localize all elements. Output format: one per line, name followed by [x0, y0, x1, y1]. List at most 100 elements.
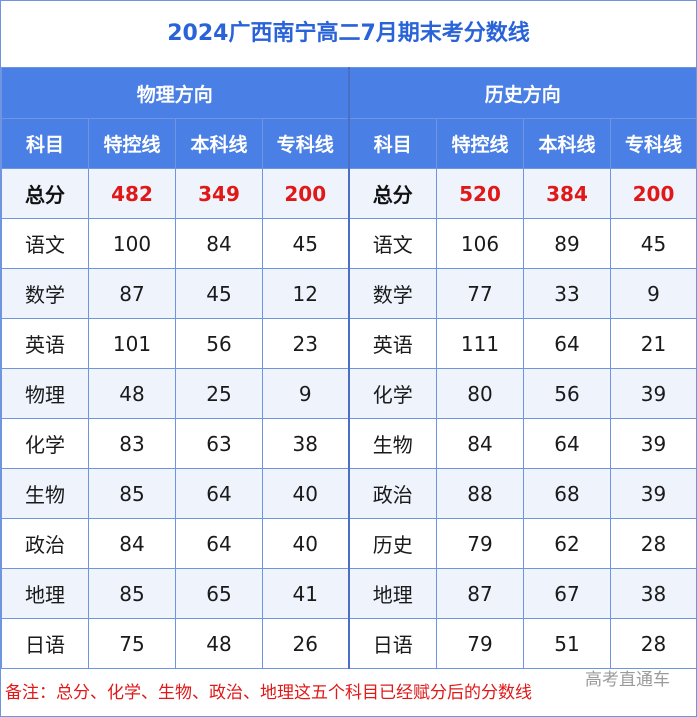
- score-table: 物理方向 历史方向 科目 特控线 本科线 专科线 科目 特控线 本科线 专科线 …: [0, 67, 697, 669]
- cell-subject: 数学: [1, 268, 89, 319]
- cell-junior: 45: [610, 218, 697, 269]
- cell-subject: 总分: [347, 168, 438, 219]
- cell-junior: 40: [261, 518, 350, 569]
- cell-bachelor: 67: [523, 568, 612, 619]
- table-row: 数学 87 45 12 数学 77 33 9: [1, 268, 697, 319]
- cell-junior: 39: [610, 418, 697, 469]
- cell-bachelor: 64: [175, 518, 263, 569]
- cell-subject: 数学: [347, 268, 438, 319]
- cell-special: 88: [436, 468, 525, 519]
- cell-junior: 40: [261, 468, 350, 519]
- cell-special: 85: [88, 568, 176, 619]
- cell-special: 482: [88, 168, 176, 219]
- cell-junior: 39: [610, 468, 697, 519]
- cell-junior: 28: [610, 518, 697, 569]
- cell-bachelor: 56: [175, 318, 263, 369]
- section-history: 历史方向: [347, 67, 697, 119]
- cell-junior: 39: [610, 368, 697, 419]
- cell-junior: 26: [261, 618, 350, 669]
- cell-subject: 化学: [1, 418, 89, 469]
- cell-bachelor: 384: [523, 168, 612, 219]
- cell-subject: 地理: [347, 568, 438, 619]
- cell-bachelor: 62: [523, 518, 612, 569]
- table-row: 物理 48 25 9 化学 80 56 39: [1, 368, 697, 419]
- cell-junior: 38: [261, 418, 350, 469]
- cell-subject: 语文: [347, 218, 438, 269]
- cell-junior: 28: [610, 618, 697, 669]
- cell-bachelor: 64: [175, 468, 263, 519]
- table-row: 地理 85 65 41 地理 87 67 38: [1, 568, 697, 619]
- cell-subject: 物理: [1, 368, 89, 419]
- cell-subject: 地理: [1, 568, 89, 619]
- col-junior: 专科线: [261, 118, 350, 169]
- table-row: 生物 85 64 40 政治 88 68 39: [1, 468, 697, 519]
- table-row: 化学 83 63 38 生物 84 64 39: [1, 418, 697, 469]
- cell-special: 85: [88, 468, 176, 519]
- cell-special: 106: [436, 218, 525, 269]
- cell-junior: 9: [261, 368, 350, 419]
- col-subject: 科目: [347, 118, 438, 169]
- cell-special: 77: [436, 268, 525, 319]
- cell-special: 87: [88, 268, 176, 319]
- cell-junior: 12: [261, 268, 350, 319]
- col-special: 特控线: [88, 118, 176, 169]
- cell-junior: 41: [261, 568, 350, 619]
- cell-junior: 9: [610, 268, 697, 319]
- col-bachelor: 本科线: [523, 118, 612, 169]
- cell-junior: 21: [610, 318, 697, 369]
- total-row: 总分 482 349 200 总分 520 384 200: [1, 168, 697, 219]
- cell-bachelor: 84: [175, 218, 263, 269]
- cell-special: 100: [88, 218, 176, 269]
- cell-junior: 200: [610, 168, 697, 219]
- cell-subject: 政治: [1, 518, 89, 569]
- section-physics: 物理方向: [0, 67, 350, 119]
- watermark: 高考直通车: [585, 670, 670, 690]
- cell-bachelor: 89: [523, 218, 612, 269]
- cell-bachelor: 64: [523, 318, 612, 369]
- cell-special: 84: [88, 518, 176, 569]
- cell-subject: 生物: [1, 468, 89, 519]
- cell-subject: 历史: [347, 518, 438, 569]
- col-bachelor: 本科线: [175, 118, 263, 169]
- col-special: 特控线: [436, 118, 525, 169]
- cell-junior: 200: [261, 168, 350, 219]
- cell-bachelor: 45: [175, 268, 263, 319]
- cell-bachelor: 64: [523, 418, 612, 469]
- cell-junior: 38: [610, 568, 697, 619]
- cell-subject: 化学: [347, 368, 438, 419]
- cell-special: 48: [88, 368, 176, 419]
- table-row: 日语 75 48 26 日语 79 51 28: [1, 618, 697, 669]
- table-row: 英语 101 56 23 英语 111 64 21: [1, 318, 697, 369]
- cell-junior: 23: [261, 318, 350, 369]
- cell-special: 87: [436, 568, 525, 619]
- table-row: 政治 84 64 40 历史 79 62 28: [1, 518, 697, 569]
- cell-subject: 政治: [347, 468, 438, 519]
- cell-special: 111: [436, 318, 525, 369]
- cell-special: 101: [88, 318, 176, 369]
- footnote: 备注：总分、化学、生物、政治、地理这五个科目已经赋分后的分数线: [5, 683, 532, 703]
- cell-subject: 总分: [1, 168, 89, 219]
- cell-junior: 45: [261, 218, 350, 269]
- cell-bachelor: 65: [175, 568, 263, 619]
- page-title: 2024广西南宁高二7月期末考分数线: [167, 21, 530, 46]
- cell-subject: 生物: [347, 418, 438, 469]
- table-row: 语文 100 84 45 语文 106 89 45: [1, 218, 697, 269]
- cell-special: 520: [436, 168, 525, 219]
- cell-bachelor: 56: [523, 368, 612, 419]
- cell-special: 80: [436, 368, 525, 419]
- cell-special: 79: [436, 618, 525, 669]
- cell-subject: 英语: [1, 318, 89, 369]
- cell-bachelor: 33: [523, 268, 612, 319]
- cell-special: 79: [436, 518, 525, 569]
- cell-subject: 日语: [347, 618, 438, 669]
- cell-subject: 语文: [1, 218, 89, 269]
- cell-special: 83: [88, 418, 176, 469]
- cell-special: 75: [88, 618, 176, 669]
- col-subject: 科目: [1, 118, 89, 169]
- cell-subject: 日语: [1, 618, 89, 669]
- cell-bachelor: 68: [523, 468, 612, 519]
- cell-bachelor: 63: [175, 418, 263, 469]
- cell-bachelor: 51: [523, 618, 612, 669]
- cell-bachelor: 25: [175, 368, 263, 419]
- cell-subject: 英语: [347, 318, 438, 369]
